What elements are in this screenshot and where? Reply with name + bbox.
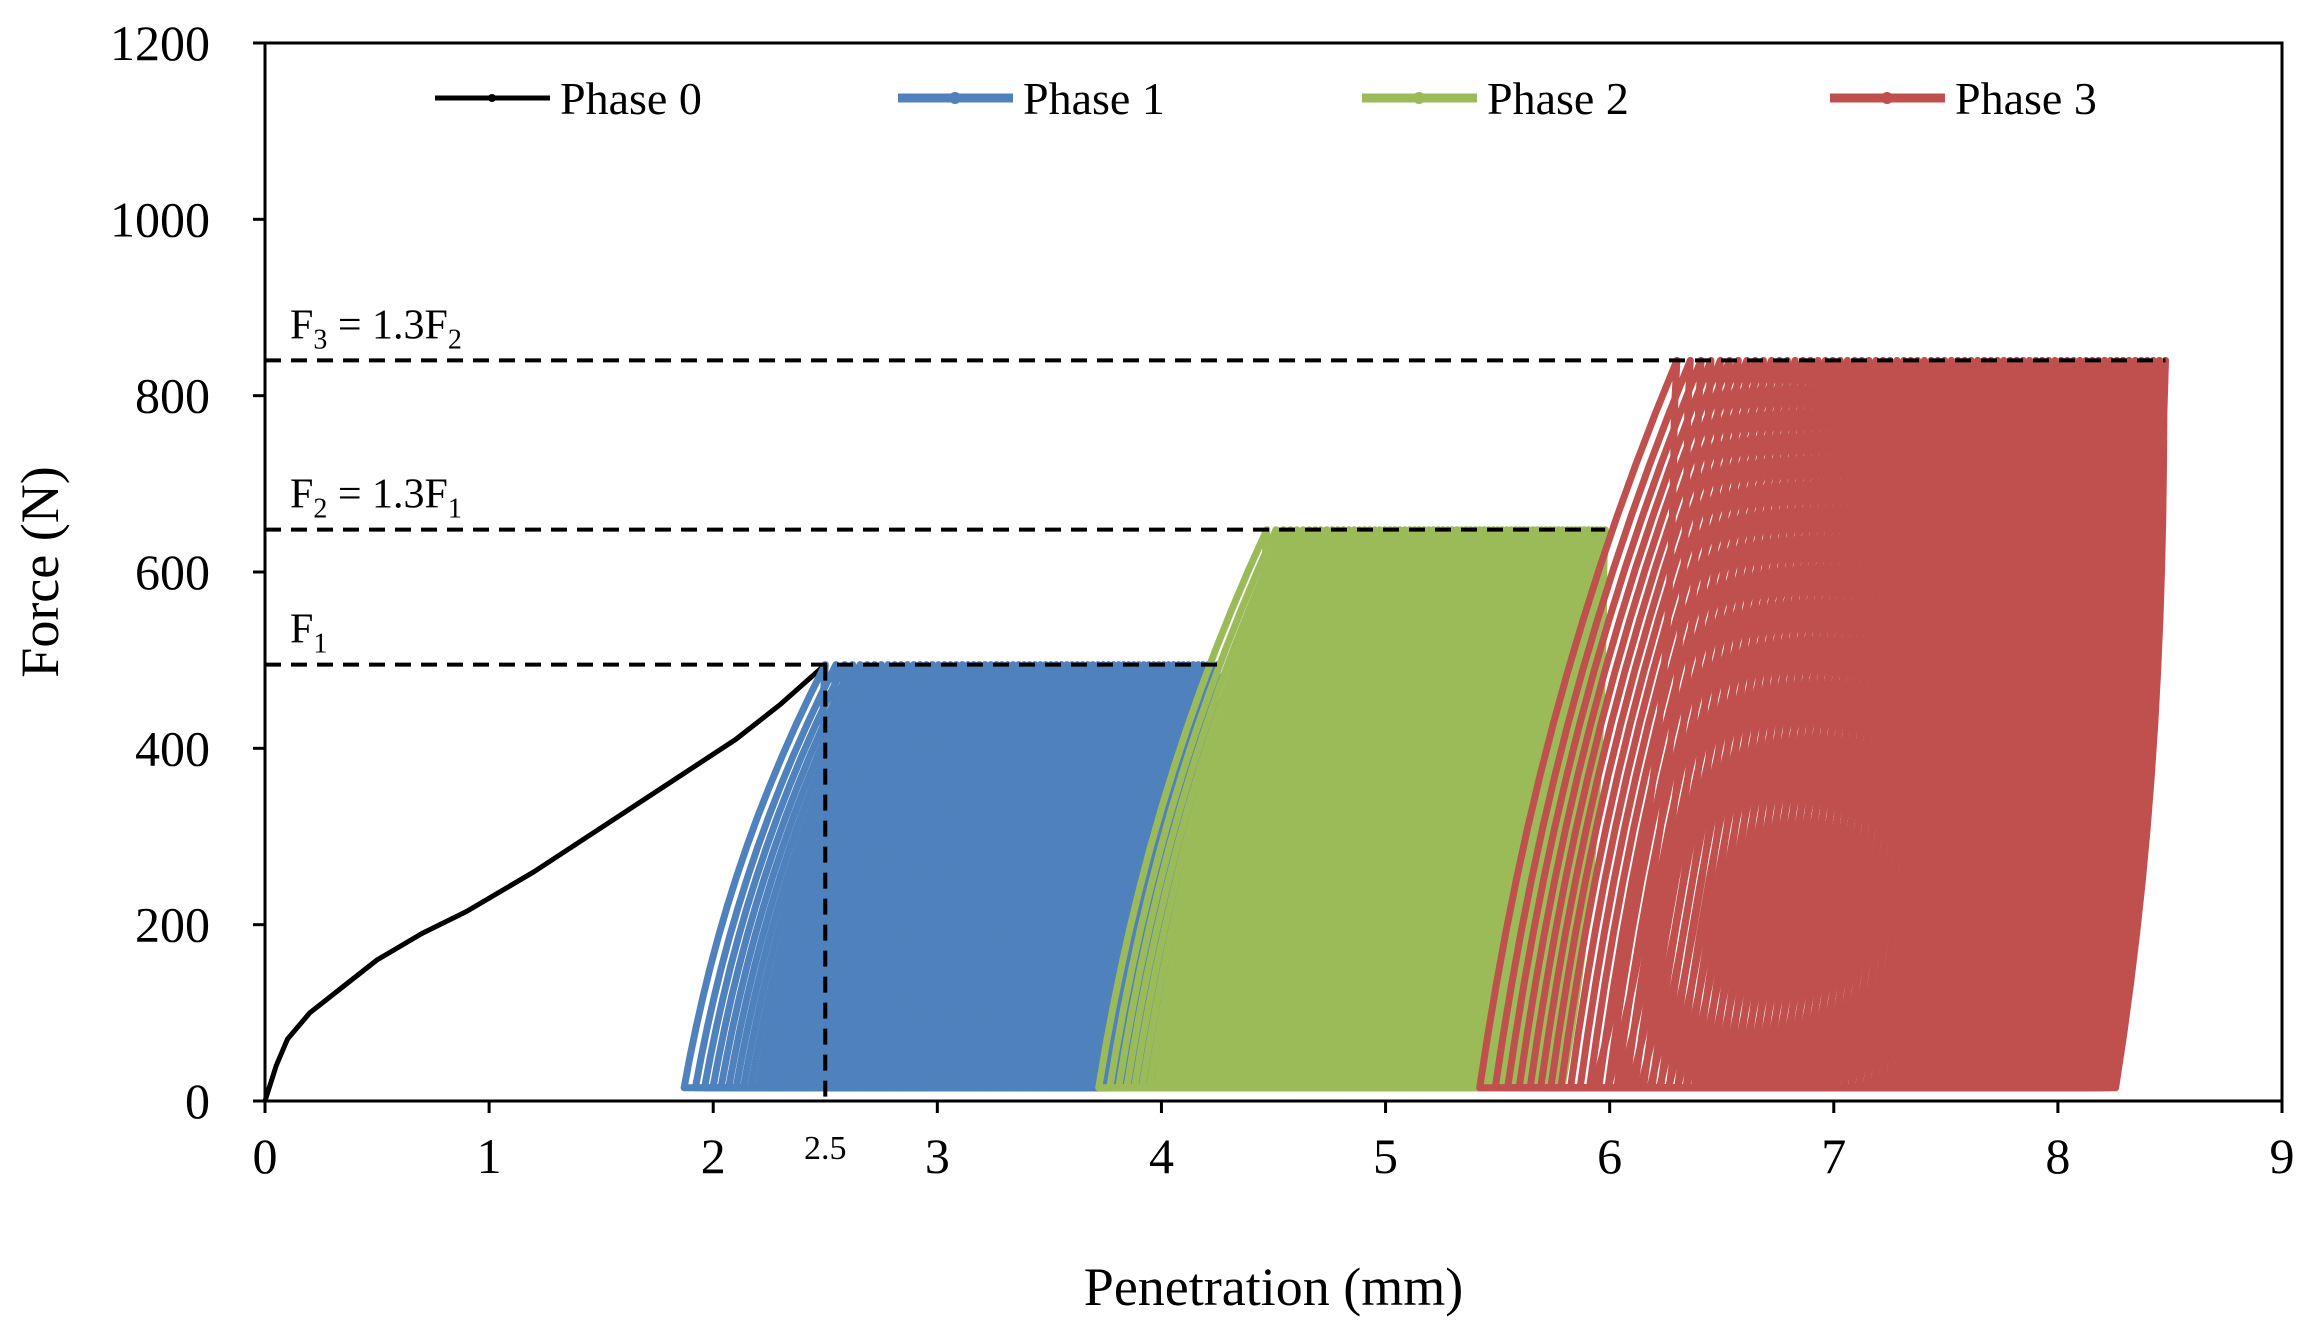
legend-swatch-marker: [488, 94, 496, 102]
legend-swatch-marker: [949, 92, 961, 104]
series-layer: [262, 356, 2169, 1102]
series-phase-0: [262, 662, 827, 1102]
x-tick-label: 8: [2045, 1128, 2070, 1184]
series-line-phase-0: [262, 662, 827, 1102]
reference-lines: F1 F2 = 1.3F1 F3 = 1.3F2: [265, 302, 2166, 1101]
x-tick-label: 9: [2270, 1128, 2295, 1184]
x-tick-label: 7: [1821, 1128, 1846, 1184]
legend-swatch-marker: [1881, 92, 1893, 104]
y-axis-title: Force (N): [10, 466, 70, 677]
cycle-loop: [2043, 356, 2169, 1092]
legend-swatch-marker: [1413, 92, 1425, 104]
legend-label: Phase 1: [1023, 73, 1165, 124]
series-phase-1: [680, 661, 1221, 1092]
y-tick-label: 200: [135, 897, 210, 953]
x-axis-title: Penetration (mm): [1084, 1257, 1463, 1317]
x-tick-label-extra: 2.5: [804, 1130, 847, 1167]
axes: 0 1 2 3 4 5 6 7 8 9 2.5 0 200 400 600 800 1000 1200: [110, 15, 2295, 1184]
y-tick-label: 1000: [110, 191, 210, 247]
legend-label: Phase 0: [560, 73, 702, 124]
legend: Phase 0 Phase 1 Phase 2 Phase 3: [435, 73, 2097, 124]
legend-item-phase-0: Phase 0: [435, 73, 702, 124]
legend-label: Phase 2: [1487, 73, 1629, 124]
legend-item-phase-2: Phase 2: [1362, 73, 1629, 124]
y-tick-label: 400: [135, 720, 210, 776]
x-tick-label: 2: [701, 1128, 726, 1184]
x-tick-label: 6: [1597, 1128, 1622, 1184]
x-tick-label: 4: [1149, 1128, 1174, 1184]
y-tick-label: 800: [135, 368, 210, 424]
legend-item-phase-3: Phase 3: [1830, 73, 2097, 124]
y-tick-label: 0: [185, 1073, 210, 1129]
legend-label: Phase 3: [1955, 73, 2097, 124]
x-tick-label: 1: [477, 1128, 502, 1184]
legend-item-phase-1: Phase 1: [898, 73, 1165, 124]
y-tick-label: 1200: [110, 15, 210, 71]
series-phase-3: [1476, 356, 2169, 1092]
x-tick-label: 0: [253, 1128, 278, 1184]
x-tick-label: 3: [925, 1128, 950, 1184]
reference-label-2: F2 = 1.3F1: [290, 472, 462, 525]
x-tick-label: 5: [1373, 1128, 1398, 1184]
reference-label-3: F3 = 1.3F2: [290, 302, 462, 355]
reference-label-1: F1: [290, 607, 327, 660]
y-tick-label: 600: [135, 544, 210, 600]
